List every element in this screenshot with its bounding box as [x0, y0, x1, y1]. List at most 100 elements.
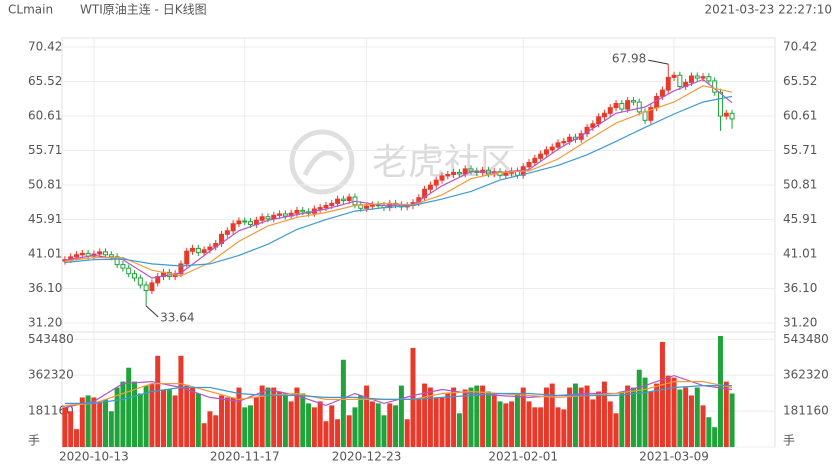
volume-bar [207, 411, 213, 447]
volume-bar [474, 385, 480, 447]
volume-bar [729, 393, 735, 447]
volume-bar [103, 399, 109, 447]
candle-body [97, 251, 103, 255]
volume-bar [654, 383, 660, 447]
volume-bar [712, 427, 718, 447]
candle-body [364, 205, 370, 209]
volume-bar [451, 387, 457, 447]
volume-bar [340, 359, 346, 447]
volume-tick-label-right: 181160 [783, 404, 829, 418]
volume-bar [717, 336, 723, 447]
volume-bar [329, 405, 335, 447]
y-tick-label: 36.10 [28, 281, 62, 295]
candle-body [300, 209, 306, 213]
y-tick-label-right: 41.01 [783, 246, 817, 260]
volume-bar [132, 381, 138, 447]
volume-bar [416, 399, 422, 447]
volume-bar [91, 397, 97, 447]
volume-ma-line [64, 385, 733, 404]
y-tick-label-right: 70.42 [783, 40, 817, 54]
candle-body [120, 264, 126, 269]
volume-bar [723, 381, 729, 447]
volume-bar [375, 403, 381, 447]
volume-bar [230, 397, 236, 447]
candle-body [613, 102, 619, 109]
candle-body [729, 112, 735, 120]
candle-body [694, 75, 700, 79]
candle-body [549, 146, 555, 151]
volume-bar [607, 401, 613, 447]
candle-body [207, 246, 213, 251]
volume-bar [323, 421, 329, 447]
x-tick-label: 2020-11-17 [210, 450, 280, 464]
candle-body [636, 101, 642, 113]
volume-bar [306, 403, 312, 447]
candle-body [132, 273, 138, 279]
volume-bar [224, 397, 230, 447]
candle-body [677, 74, 683, 88]
candle-body [543, 149, 549, 155]
volume-bar [300, 393, 306, 447]
watermark: 老虎社区 [289, 129, 516, 195]
candle-body [659, 89, 665, 97]
candle-body [688, 75, 694, 83]
volume-bar [294, 387, 300, 447]
candle-body [497, 171, 503, 176]
volume-bar [358, 395, 364, 447]
y-tick-label: 55.71 [28, 143, 62, 157]
candle-body [149, 282, 155, 292]
volume-bar [219, 395, 225, 447]
candle-body [294, 209, 300, 214]
volume-bar [120, 381, 126, 447]
volume-bar [619, 391, 625, 447]
volume-tick-label-right: 362320 [783, 368, 829, 382]
candle-body [665, 76, 671, 91]
candle-body [108, 254, 114, 258]
volume-bar [236, 387, 242, 447]
candle-body [456, 171, 462, 175]
volume-bar [393, 405, 399, 447]
volume-bar [137, 393, 143, 447]
volume-bar [509, 401, 515, 447]
volume-bar [288, 401, 294, 447]
candle-body [671, 74, 677, 78]
candle-body [143, 284, 149, 292]
candle-body [137, 277, 143, 286]
x-tick-label: 2021-03-09 [639, 450, 709, 464]
candle-body [706, 76, 712, 82]
candle-body [654, 95, 660, 109]
candle-body [630, 100, 636, 103]
annotation-line [648, 59, 669, 65]
volume-bar [68, 411, 74, 447]
low-annotation: 33.64 [160, 310, 194, 324]
candle-body [445, 174, 451, 177]
volume-bar [480, 385, 486, 447]
candle-body [79, 252, 85, 256]
volume-bar [456, 413, 462, 447]
volume-bar [352, 407, 358, 447]
volume-bar [555, 407, 561, 447]
volume-bar [155, 355, 161, 447]
x-tick-label: 2021-02-01 [488, 450, 558, 464]
high-annotation: 67.98 [612, 52, 646, 66]
candle-body [277, 213, 283, 216]
ma-line [64, 95, 733, 267]
volume-bar [648, 391, 654, 447]
volume-bar [601, 381, 607, 447]
volume-bar [85, 395, 91, 447]
candle-body [329, 202, 335, 206]
volume-bar [381, 415, 387, 447]
volume-tick-label-right: 手 [783, 434, 795, 448]
y-tick-label: 41.01 [28, 246, 62, 260]
candle-body [427, 184, 433, 190]
volume-bar [410, 347, 416, 447]
volume-bar [630, 387, 636, 447]
volume-bar [143, 385, 149, 447]
chart-title: WTI原油主连 - 日K线图 [80, 2, 207, 17]
candle-body [648, 107, 654, 121]
volume-bar [126, 367, 132, 447]
volume-bar [335, 419, 341, 447]
candle-body [567, 136, 573, 142]
volume-bar [248, 405, 254, 447]
